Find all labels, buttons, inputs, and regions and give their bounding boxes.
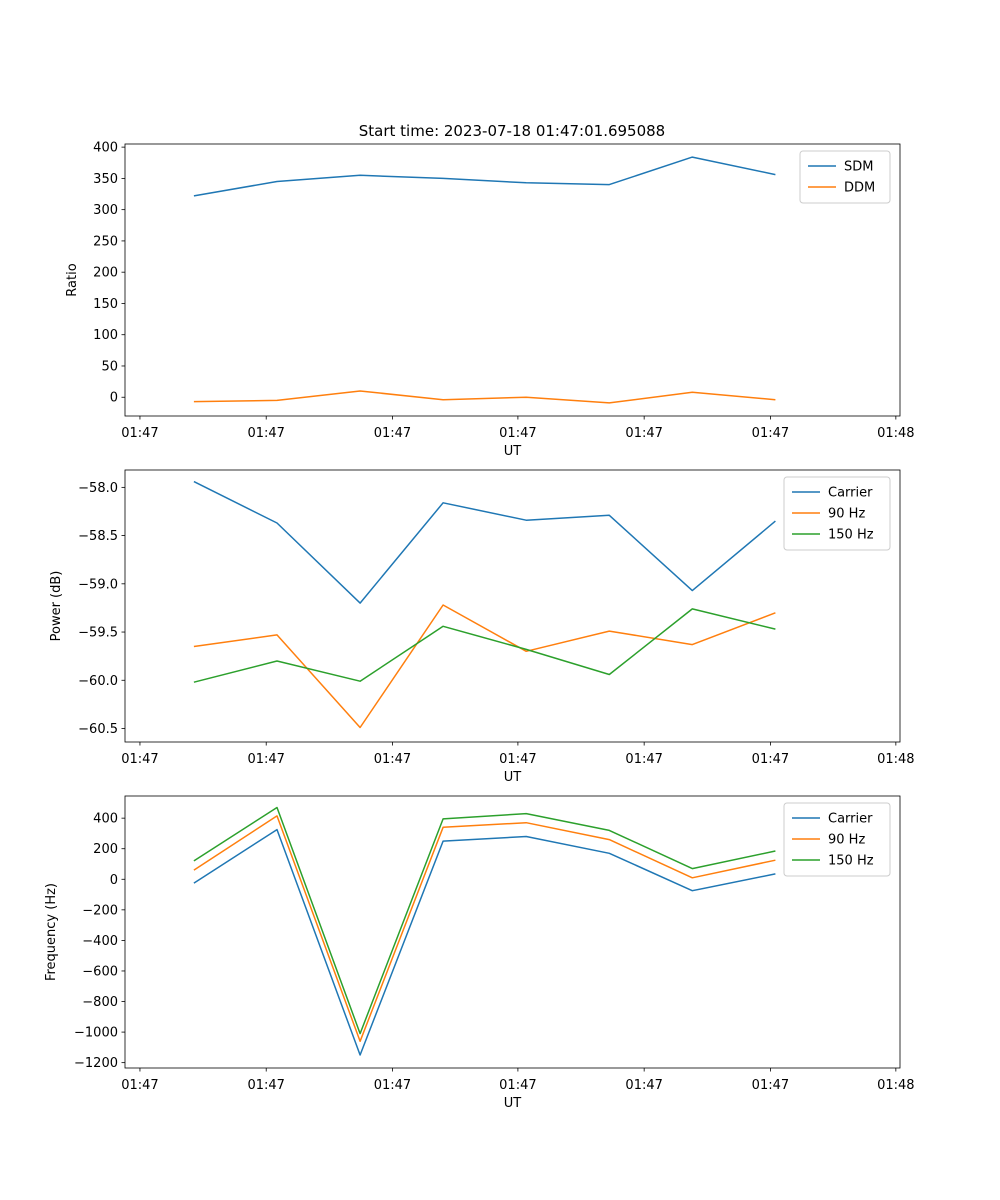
legend-box bbox=[783, 476, 891, 551]
x-tick-label: 01:47 bbox=[752, 426, 789, 441]
legend: Carrier 90 Hz 150 Hz bbox=[783, 476, 891, 551]
subplots: 0 50 100 150 200 250 300 350 400 01:47 01:47 01:47 0… bbox=[44, 141, 915, 1111]
legend-label: 90 Hz bbox=[828, 833, 865, 848]
legend-box bbox=[783, 802, 891, 877]
x-tick-label: 01:47 bbox=[374, 752, 411, 767]
x-tick-label: 01:48 bbox=[877, 426, 914, 441]
y-axis-label: Power (dB) bbox=[49, 571, 64, 642]
series-line-150-hz bbox=[193, 608, 776, 683]
legend: Carrier 90 Hz 150 Hz bbox=[783, 802, 891, 877]
x-tick-label: 01:47 bbox=[752, 752, 789, 767]
y-tick-label: −60.5 bbox=[78, 722, 118, 737]
x-tick-label: 01:47 bbox=[247, 1078, 284, 1093]
legend: SDM DDM bbox=[799, 150, 891, 204]
x-tick-label: 01:47 bbox=[499, 426, 536, 441]
x-tick-label: 01:47 bbox=[625, 1078, 662, 1093]
legend-box bbox=[799, 150, 891, 204]
legend-label: Carrier bbox=[828, 486, 873, 501]
legend-label: 90 Hz bbox=[828, 507, 865, 522]
y-tick-label: −59.5 bbox=[78, 626, 118, 641]
axes-frame bbox=[124, 795, 901, 1069]
x-axis-label: UT bbox=[504, 444, 522, 459]
y-axis-label: Frequency (Hz) bbox=[44, 883, 59, 981]
subplot-3: −1200 −1000 −800 −600 −400 −200 0 200 400 01:47 01… bbox=[44, 795, 915, 1111]
y-axis-label: Ratio bbox=[65, 263, 80, 296]
x-tick-label: 01:47 bbox=[247, 426, 284, 441]
legend-label: 150 Hz bbox=[828, 854, 874, 869]
y-tick-label: −58.5 bbox=[78, 529, 118, 544]
x-tick-label: 01:47 bbox=[374, 1078, 411, 1093]
y-tick-label: 200 bbox=[93, 842, 118, 857]
y-tick-label: −60.0 bbox=[78, 674, 118, 689]
y-tick-label: 400 bbox=[93, 812, 118, 827]
axes-frame bbox=[124, 469, 901, 743]
y-tick-label: 0 bbox=[110, 391, 118, 406]
series-line-carrier bbox=[193, 480, 776, 604]
legend-label: SDM bbox=[844, 160, 873, 175]
series-line-ddm bbox=[193, 390, 776, 404]
y-tick-label: 50 bbox=[101, 359, 118, 374]
y-tick-label: −58.0 bbox=[78, 481, 118, 496]
subplot-2: −60.5 −60.0 −59.5 −59.0 −58.5 −58.0 01:47 01:47… bbox=[49, 469, 915, 785]
x-axis-label: UT bbox=[504, 1096, 522, 1111]
series-line-150-hz bbox=[193, 806, 776, 1035]
y-tick-label: 100 bbox=[93, 328, 118, 343]
series-line-90-hz bbox=[193, 815, 776, 1043]
series-line-carrier bbox=[193, 828, 776, 1056]
y-tick-label: 250 bbox=[93, 234, 118, 249]
y-tick-label: 0 bbox=[110, 873, 118, 888]
series-line-sdm bbox=[193, 156, 776, 197]
x-axis-label: UT bbox=[504, 770, 522, 785]
x-tick-label: 01:47 bbox=[625, 426, 662, 441]
x-tick-label: 01:47 bbox=[625, 752, 662, 767]
legend-label: Carrier bbox=[828, 812, 873, 827]
y-tick-label: −800 bbox=[82, 995, 118, 1010]
figure-title: Start time: 2023-07-18 01:47:01.695088 bbox=[359, 122, 665, 140]
y-tick-label: −600 bbox=[82, 964, 118, 979]
y-tick-label: 150 bbox=[93, 297, 118, 312]
axes-frame bbox=[124, 143, 901, 417]
x-tick-label: 01:47 bbox=[121, 752, 158, 767]
y-tick-label: 350 bbox=[93, 172, 118, 187]
x-tick-label: 01:47 bbox=[121, 426, 158, 441]
x-tick-label: 01:47 bbox=[374, 426, 411, 441]
x-tick-label: 01:47 bbox=[247, 752, 284, 767]
x-tick-label: 01:48 bbox=[877, 1078, 914, 1093]
y-tick-label: −59.0 bbox=[78, 577, 118, 592]
y-tick-label: 400 bbox=[93, 141, 118, 156]
x-tick-label: 01:47 bbox=[752, 1078, 789, 1093]
y-tick-label: −1000 bbox=[74, 1026, 118, 1041]
y-tick-label: 200 bbox=[93, 266, 118, 281]
y-tick-label: −1200 bbox=[74, 1056, 118, 1071]
x-tick-label: 01:47 bbox=[121, 1078, 158, 1093]
legend-label: DDM bbox=[844, 181, 875, 196]
x-tick-label: 01:47 bbox=[499, 752, 536, 767]
x-tick-label: 01:47 bbox=[499, 1078, 536, 1093]
subplot-1: 0 50 100 150 200 250 300 350 400 01:47 01:47 01:47 0… bbox=[65, 141, 915, 459]
y-tick-label: 300 bbox=[93, 203, 118, 218]
legend-label: 150 Hz bbox=[828, 528, 874, 543]
y-tick-label: −200 bbox=[82, 903, 118, 918]
x-tick-label: 01:48 bbox=[877, 752, 914, 767]
series-line-90-hz bbox=[193, 604, 776, 729]
y-tick-label: −400 bbox=[82, 934, 118, 949]
